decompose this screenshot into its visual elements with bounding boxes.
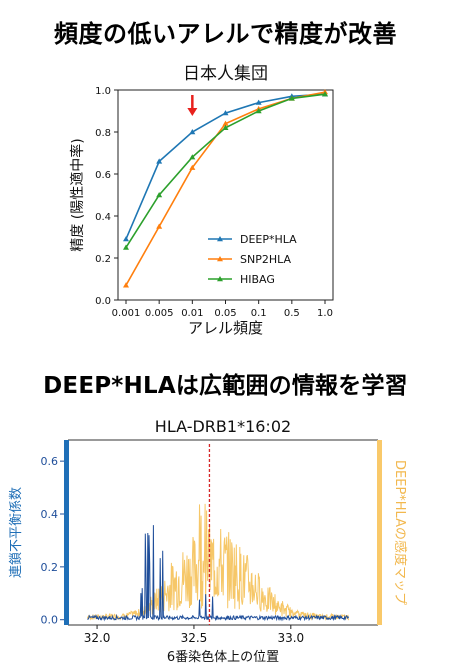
data-point [123,244,129,250]
chart1-ytick-label: 0.4 [95,212,111,223]
chart2-xlabel: 6番染色体上の位置 [167,649,279,665]
accuracy-line-chart: 日本人集団 0.0 0.2 0.4 0.6 0.8 1.0 0.001 0.005 0.01 0.0… [69,64,334,337]
chart1-xtick-label: 0.5 [284,308,300,319]
chart2-xtick-label: 32.5 [181,631,208,645]
chart2-ytick-label: 0.0 [41,614,59,627]
chart2-ytick-label: 0.4 [41,508,59,521]
chart2-ylabel-right: DEEP*HLAの感度マップ [392,460,408,605]
data-point [123,236,129,242]
chart1-xtick-label: 0.1 [251,308,267,319]
chart1-xtick-label: 1.0 [317,308,333,319]
legend-marker [217,256,223,262]
chart2-title: HLA-DRB1*16:02 [155,417,291,436]
data-point [156,223,163,229]
chart1-xtick-label: 0.005 [145,308,174,319]
data-point [288,95,295,101]
chart1-xtick-label: 0.001 [112,308,141,319]
top-heading: 頻度の低いアレルで精度が改善 [54,20,397,48]
chart2-xtick-label: 33.0 [277,631,304,645]
data-point [123,282,129,288]
chart1-xtick-label: 0.01 [181,308,203,319]
chart2-left-axis [64,440,69,625]
legend-label: HIBAG [240,273,275,286]
legend-marker [217,276,223,282]
chart2-xtick-label: 32.0 [84,631,111,645]
chart2-ylabel-left: 連鎖不平衡係数 [8,487,24,578]
data-point [255,108,262,114]
data-point [189,154,196,160]
chart1-ytick-label: 1.0 [95,86,111,97]
chart2-ytick-label: 0.2 [41,561,59,574]
legend-marker [217,236,223,242]
data-point [222,120,229,126]
data-point [189,129,196,135]
chart1-ylabel: 精度 (陽性適中率) [69,138,86,251]
data-point [255,99,262,105]
chart2-ytick-label: 0.6 [41,455,59,468]
bottom-heading: DEEP*HLAは広範囲の情報を学習 [43,373,408,399]
chart2-right-axis [377,440,382,625]
annotation-arrow-head [187,108,198,116]
data-point [156,158,163,164]
chart1-ytick-label: 0.0 [95,296,111,307]
data-point [322,91,328,97]
ld-trace [87,525,349,622]
chart1-title: 日本人集団 [183,64,268,84]
data-point [189,164,196,170]
saliency-trace [86,503,350,621]
data-point [156,192,163,198]
chart1-ytick-label: 0.6 [95,170,111,181]
chart1-xtick-label: 0.05 [214,308,236,319]
legend-label: SNP2HLA [240,253,291,266]
chart1-xlabel: アレル頻度 [188,319,263,337]
legend-label: DEEP*HLA [240,233,297,246]
chart1-ytick-label: 0.2 [95,254,111,265]
data-point [222,124,229,130]
chart1-ytick-label: 0.8 [95,128,111,139]
data-point [222,110,229,116]
